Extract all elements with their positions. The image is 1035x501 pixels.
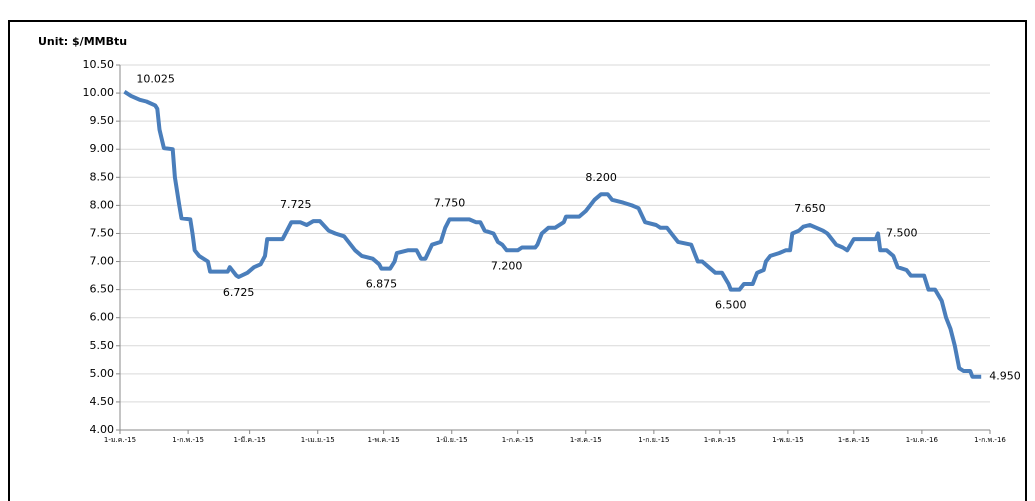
y-tick-label: 7.00 xyxy=(90,255,115,268)
x-tick-label: 1-ก.ค.-15 xyxy=(502,436,534,444)
y-tick-label: 4.50 xyxy=(90,395,115,408)
y-tick-label: 5.00 xyxy=(90,367,115,380)
annotation: 4.950 xyxy=(989,370,1021,383)
x-tick-label: 1-พ.ค.-15 xyxy=(368,436,400,444)
y-tick-label: 5.50 xyxy=(90,339,115,352)
annotation: 6.725 xyxy=(223,286,255,299)
y-tick-label: 9.00 xyxy=(90,142,115,155)
x-tick-label: 1-ก.พ.-16 xyxy=(974,436,1006,444)
x-tick-label: 1-มิ.ย.-15 xyxy=(436,436,468,444)
x-tick-label: 1-มี.ค.-15 xyxy=(234,436,266,444)
data-line xyxy=(123,90,982,379)
annotation: 6.500 xyxy=(715,299,747,312)
y-tick-label: 7.50 xyxy=(90,226,115,239)
annotation: 7.725 xyxy=(280,198,312,211)
y-tick-label: 10.50 xyxy=(83,58,115,71)
y-tick-label: 4.00 xyxy=(90,423,115,436)
x-tick-label: 1-ต.ค.-15 xyxy=(704,436,736,444)
unit-label: Unit: $/MMBtu xyxy=(38,35,127,48)
x-tick-label: 1-พ.ย.-15 xyxy=(772,436,804,444)
x-tick-label: 1-ส.ค.-15 xyxy=(570,436,602,444)
annotation: 7.500 xyxy=(886,226,918,239)
annotation: 7.200 xyxy=(491,259,523,272)
x-tick-label: 1-ก.พ.-15 xyxy=(172,436,204,444)
x-tick-label: 1-ม.ค.-15 xyxy=(104,436,136,444)
y-tick-label: 10.00 xyxy=(83,86,115,99)
annotation: 6.875 xyxy=(366,278,398,291)
y-tick-label: 8.50 xyxy=(90,170,115,183)
y-tick-label: 6.50 xyxy=(90,283,115,296)
x-tick-label: 1-ก.ย.-15 xyxy=(638,436,669,444)
annotation: 8.200 xyxy=(585,171,617,184)
x-tick-label: 1-ธ.ค.-15 xyxy=(838,436,870,444)
x-tick-label: 1-ม.ค.-16 xyxy=(906,436,939,444)
annotation: 7.750 xyxy=(434,196,466,209)
x-tick-label: 1-เม.ย.-15 xyxy=(301,436,335,444)
y-tick-label: 6.00 xyxy=(90,311,115,324)
annotation: 7.650 xyxy=(794,202,826,215)
annotation: 10.025 xyxy=(136,73,175,86)
y-tick-label: 8.00 xyxy=(90,198,115,211)
frame xyxy=(8,20,1027,501)
y-tick-label: 9.50 xyxy=(90,114,115,127)
